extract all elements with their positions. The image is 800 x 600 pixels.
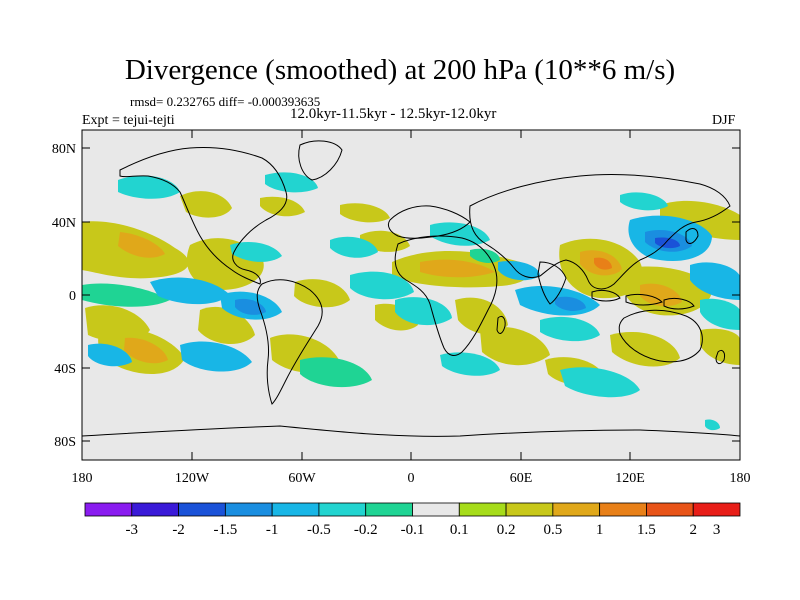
colorbar-label: 0.1 (450, 522, 469, 538)
colorbar-label: -1.5 (213, 522, 237, 538)
colorbar-box (365, 502, 413, 517)
colorbar-box (505, 502, 554, 517)
colorbar-box (692, 502, 741, 517)
colorbar-box (84, 502, 133, 517)
lat-label: 80S (54, 435, 76, 450)
colorbar-box (646, 502, 694, 517)
map-panel: 80N 40N 0 40S 80S 180 120W 60W 0 60E 120… (52, 129, 751, 486)
colorbar-box (178, 502, 226, 517)
lon-label: 120E (615, 471, 645, 486)
colorbar-box (131, 502, 179, 517)
colorbar: -3 -2 -1.5 -1 -0.5 -0.2 -0.1 0.1 0.2 0.5 1 1.5 2 3 (84, 502, 741, 538)
colorbar-label: -1 (266, 522, 279, 538)
coastlines (82, 140, 740, 437)
lat-labels: 80N 40N 0 40S 80S (52, 142, 76, 450)
lat-label: 80N (52, 142, 76, 157)
lon-label: 0 (408, 471, 415, 486)
colorbar-box (599, 502, 647, 517)
colorbar-label: 1 (596, 522, 604, 538)
lon-labels: 180 120W 60W 0 60E 120E 180 (72, 471, 751, 486)
colorbar-label: -0.2 (354, 522, 378, 538)
colorbar-box (458, 502, 507, 517)
colorbar-box (412, 502, 460, 517)
period-text: 12.0kyr-11.5kyr - 12.5kyr-12.0kyr (290, 106, 497, 122)
lat-label: 0 (69, 289, 76, 304)
colorbar-label: 0.5 (543, 522, 562, 538)
colorbar-label: 1.5 (637, 522, 656, 538)
lon-label: 180 (72, 471, 93, 486)
colorbar-label: 0.2 (497, 522, 516, 538)
divergence-field (82, 172, 740, 431)
lat-ticks (82, 147, 740, 442)
lon-label: 60E (510, 471, 533, 486)
colorbar-label: 3 (713, 522, 721, 538)
colorbar-label: -0.5 (307, 522, 331, 538)
lon-label: 60W (288, 471, 316, 486)
lon-label: 180 (730, 471, 751, 486)
colorbar-box (552, 502, 601, 517)
colorbar-box (224, 502, 273, 517)
experiment-text: Expt = tejui-tejti (82, 113, 175, 128)
colorbar-label: -0.1 (401, 522, 425, 538)
colorbar-label: 2 (689, 522, 697, 538)
lat-label: 40S (54, 362, 76, 377)
colorbar-box (271, 502, 320, 517)
lon-ticks (191, 130, 631, 460)
stats-text: rmsd= 0.232765 diff= -0.000393635 (130, 94, 321, 109)
colorbar-box (318, 502, 367, 517)
season-label: DJF (712, 113, 736, 128)
map-title: Divergence (smoothed) at 200 hPa (10**6 … (124, 54, 676, 86)
lon-label: 120W (175, 471, 210, 486)
colorbar-label: -3 (126, 522, 139, 538)
lat-label: 40N (52, 216, 76, 231)
colorbar-label: -2 (172, 522, 185, 538)
